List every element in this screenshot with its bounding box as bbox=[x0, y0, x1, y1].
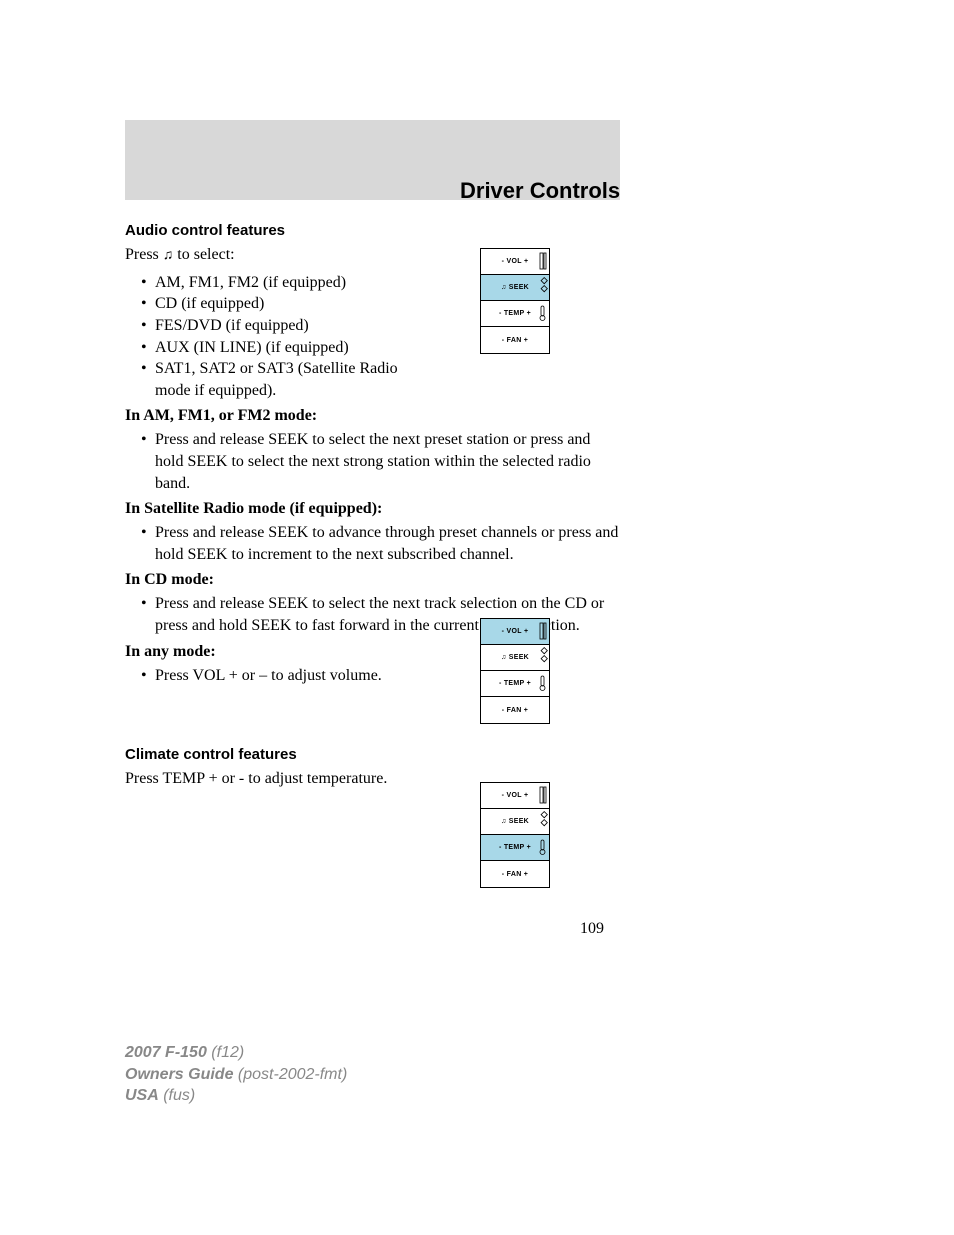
vol-row: - VOL + bbox=[481, 783, 549, 809]
temp-label: - TEMP + bbox=[499, 310, 531, 317]
any-list: Press VOL + or – to adjust volume. bbox=[125, 665, 425, 687]
cd-mode-heading: In CD mode: bbox=[125, 571, 620, 589]
climate-body: Press TEMP + or - to adjust temperature. bbox=[125, 769, 425, 790]
fan-label: - FAN + bbox=[502, 707, 528, 714]
slider-icon bbox=[539, 252, 547, 270]
temp-row: - TEMP + bbox=[481, 671, 549, 697]
list-item: AM, FM1, FM2 (if equipped) bbox=[141, 272, 425, 294]
fan-row: - FAN + bbox=[481, 327, 549, 353]
satellite-mode-heading: In Satellite Radio mode (if equipped): bbox=[125, 500, 620, 518]
list-item: Press and release SEEK to select the nex… bbox=[141, 429, 620, 494]
source-list: AM, FM1, FM2 (if equipped) CD (if equipp… bbox=[125, 272, 425, 402]
seek-row-highlighted: ♫ SEEK ◇◇ bbox=[481, 275, 549, 301]
page-number: 109 bbox=[580, 920, 604, 938]
control-panel-diagram-vol: - VOL + ♫ SEEK ◇◇ - TEMP + - FAN + bbox=[480, 618, 550, 724]
thermometer-icon bbox=[539, 674, 547, 692]
footer-fmt: (post-2002-fmt) bbox=[233, 1066, 347, 1083]
control-panel-diagram-seek: - VOL + ♫ SEEK ◇◇ - TEMP + - FAN + bbox=[480, 248, 550, 354]
control-panel-diagram-temp: - VOL + ♫ SEEK ◇◇ - TEMP + - FAN + bbox=[480, 782, 550, 888]
fan-row: - FAN + bbox=[481, 697, 549, 723]
footer-model: 2007 F-150 bbox=[125, 1044, 207, 1061]
music-note-icon: ♫ bbox=[163, 248, 174, 263]
press-suffix: to select: bbox=[173, 246, 234, 263]
seek-label: ♫ SEEK bbox=[501, 284, 529, 291]
list-item: AUX (IN LINE) (if equipped) bbox=[141, 337, 425, 359]
thermometer-icon bbox=[539, 838, 547, 856]
list-item: FES/DVD (if equipped) bbox=[141, 315, 425, 337]
updown-icon: ◇◇ bbox=[541, 277, 548, 292]
vol-row: - VOL + bbox=[481, 249, 549, 275]
list-item: CD (if equipped) bbox=[141, 293, 425, 315]
fan-label: - FAN + bbox=[502, 337, 528, 344]
vol-row-highlighted: - VOL + bbox=[481, 619, 549, 645]
seek-row: ♫ SEEK ◇◇ bbox=[481, 645, 549, 671]
thermometer-icon bbox=[539, 304, 547, 322]
music-note-icon: ♫ bbox=[501, 654, 507, 661]
fan-row: - FAN + bbox=[481, 861, 549, 887]
temp-label: - TEMP + bbox=[499, 844, 531, 851]
footer-line-1: 2007 F-150 (f12) bbox=[125, 1042, 347, 1064]
list-item: Press VOL + or – to adjust volume. bbox=[141, 665, 425, 687]
footer-code: (f12) bbox=[207, 1044, 244, 1061]
slider-icon bbox=[539, 622, 547, 640]
updown-icon: ◇◇ bbox=[541, 647, 548, 662]
vol-label: - VOL + bbox=[502, 628, 529, 635]
slider-icon bbox=[539, 786, 547, 804]
music-note-icon: ♫ bbox=[501, 284, 507, 291]
footer-guide: Owners Guide bbox=[125, 1066, 233, 1083]
footer-fus: (fus) bbox=[159, 1087, 195, 1104]
updown-icon: ◇◇ bbox=[541, 811, 548, 826]
seek-row: ♫ SEEK ◇◇ bbox=[481, 809, 549, 835]
footer: 2007 F-150 (f12) Owners Guide (post-2002… bbox=[125, 1042, 347, 1107]
seek-label: ♫ SEEK bbox=[501, 654, 529, 661]
list-item: SAT1, SAT2 or SAT3 (Satellite Radio mode… bbox=[141, 358, 425, 401]
audio-heading: Audio control features bbox=[125, 222, 620, 239]
music-note-icon: ♫ bbox=[501, 818, 507, 825]
sat-list: Press and release SEEK to advance throug… bbox=[125, 522, 620, 565]
fan-label: - FAN + bbox=[502, 871, 528, 878]
footer-line-2: Owners Guide (post-2002-fmt) bbox=[125, 1064, 347, 1086]
footer-line-3: USA (fus) bbox=[125, 1085, 347, 1107]
vol-label: - VOL + bbox=[502, 258, 529, 265]
am-fm-mode-heading: In AM, FM1, or FM2 mode: bbox=[125, 407, 620, 425]
seek-label: ♫ SEEK bbox=[501, 818, 529, 825]
vol-label: - VOL + bbox=[502, 792, 529, 799]
list-item: Press and release SEEK to advance throug… bbox=[141, 522, 620, 565]
press-prefix: Press bbox=[125, 246, 163, 263]
climate-heading: Climate control features bbox=[125, 746, 620, 763]
footer-region: USA bbox=[125, 1087, 159, 1104]
temp-label: - TEMP + bbox=[499, 680, 531, 687]
chapter-title: Driver Controls bbox=[460, 178, 620, 204]
temp-row-highlighted: - TEMP + bbox=[481, 835, 549, 861]
am-fm-list: Press and release SEEK to select the nex… bbox=[125, 429, 620, 494]
temp-row: - TEMP + bbox=[481, 301, 549, 327]
